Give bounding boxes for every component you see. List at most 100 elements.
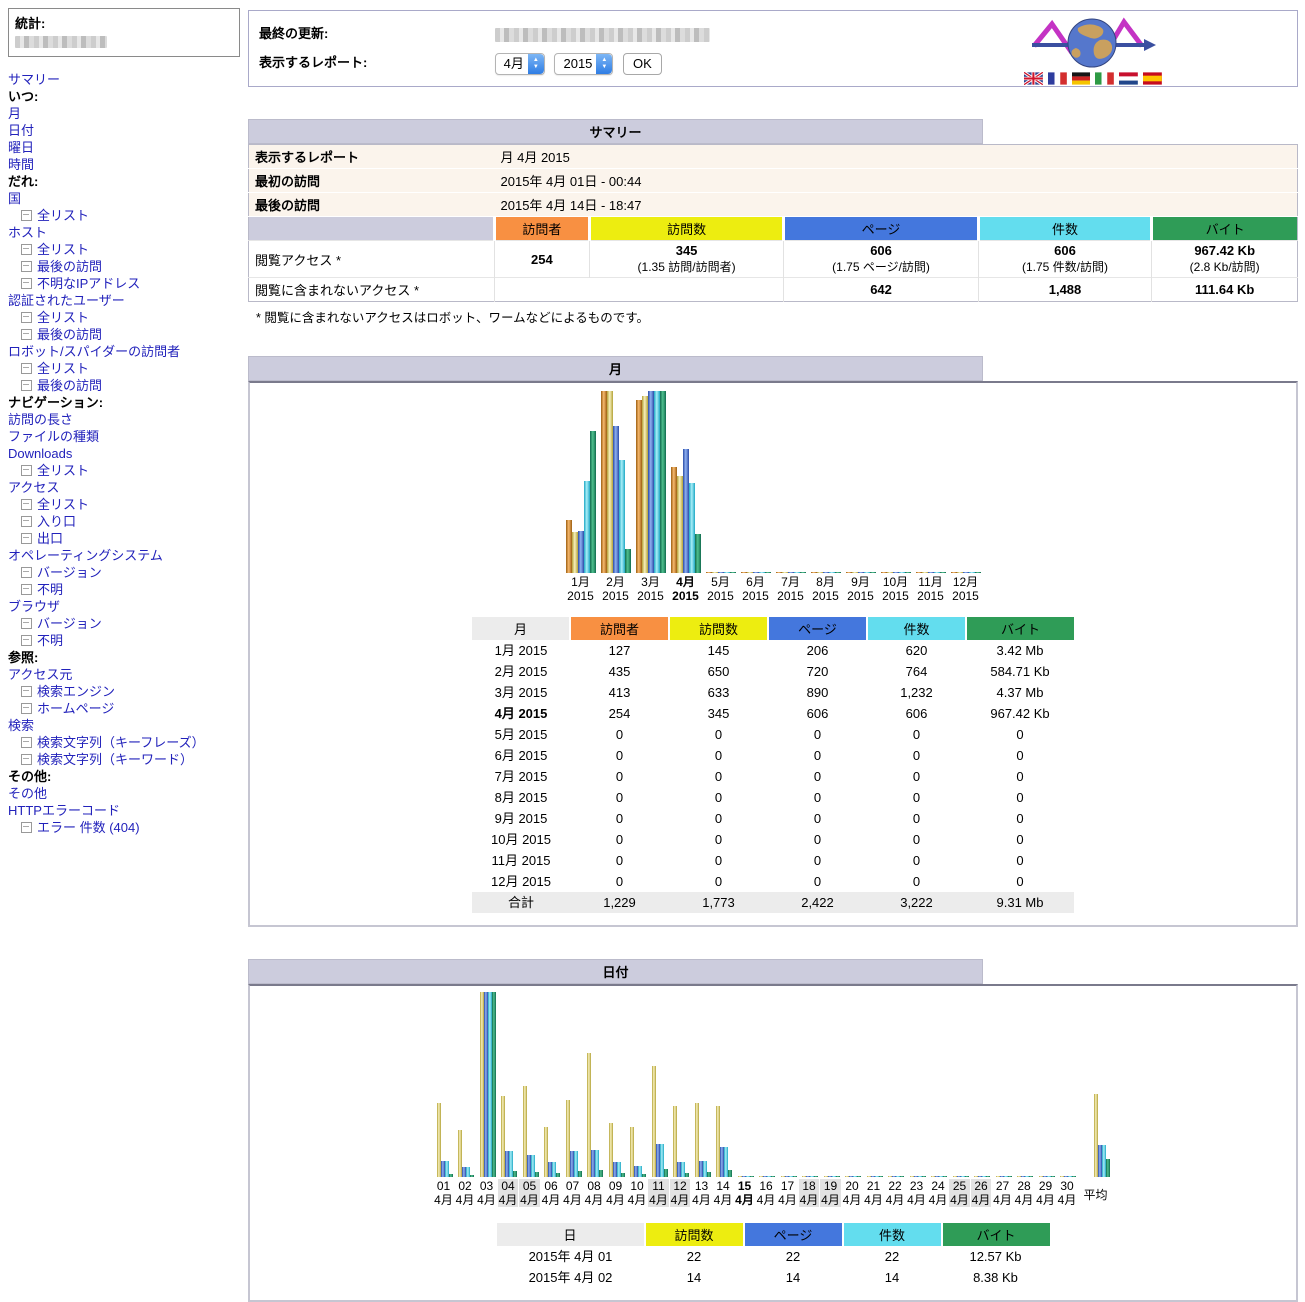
table-cell: 0 [867, 766, 966, 787]
sidebar-link[interactable]: エラー 件数 (404) [37, 820, 140, 835]
list-square-icon [21, 516, 32, 527]
bar-bytes [590, 431, 596, 573]
summary-table: 表示するレポート月 4月 2015最初の訪問2015年 4月 01日 - 00:… [248, 144, 1298, 302]
day-box: 014月024月034月044月054月064月074月084月094月104月… [248, 984, 1298, 1302]
awstats-logo[interactable] [1030, 14, 1162, 74]
daily-labels-row: 014月024月034月044月054月064月074月084月094月104月… [250, 1179, 1296, 1207]
table-cell: 0 [966, 766, 1074, 787]
sidebar-link[interactable]: ロボット/スパイダーの訪問者 [8, 344, 180, 359]
flag-spain-icon[interactable] [1143, 72, 1162, 85]
table-cell: 11月 2015 [472, 850, 570, 871]
last-update-row: 最終の更新: [259, 23, 710, 42]
sidebar-link[interactable]: アクセス元 [8, 667, 72, 682]
table-cell: 0 [570, 766, 669, 787]
monthly-bars-row [250, 391, 1296, 573]
sidebar-link[interactable]: 検索文字列（キーワード） [37, 752, 193, 767]
sidebar-link[interactable]: 国 [8, 191, 21, 206]
axis-label-text: 114月 [648, 1179, 669, 1207]
sidebar-link[interactable]: 出口 [37, 531, 63, 546]
statistics-box: 統計: [8, 8, 240, 57]
sidebar-link[interactable]: オペレーティングシステム [8, 548, 163, 563]
table-header-row: 月訪問者訪問数ページ件数バイト [472, 617, 1074, 640]
sidebar-link[interactable]: 訪問の長さ [8, 412, 73, 427]
bar-group [778, 992, 800, 1177]
ok-button[interactable]: OK [623, 53, 662, 75]
sidebar-link[interactable]: Downloads [8, 446, 72, 461]
sidebar-link[interactable]: 日付 [8, 123, 34, 138]
table-cell: 0 [669, 829, 768, 850]
sidebar-link[interactable]: 入り口 [37, 514, 76, 529]
table-cell: 0 [768, 787, 867, 808]
axis-label: 234月 [906, 1179, 928, 1207]
year-select[interactable]: 2015 ▲▼ [554, 53, 613, 75]
bar-group [885, 992, 907, 1177]
summary-value-main: 642 [790, 282, 971, 297]
sidebar-link[interactable]: サマリー [8, 72, 60, 87]
table-cell: 0 [867, 871, 966, 892]
list-square-icon [21, 261, 32, 272]
axis-label: 054月 [519, 1179, 541, 1207]
sidebar-link[interactable]: ブラウザ [8, 599, 60, 614]
sidebar-link[interactable]: 全リスト [37, 361, 89, 376]
sidebar-link[interactable]: その他 [8, 786, 47, 801]
menu-item-row: 不明なIPアドレス [8, 275, 242, 292]
flag-netherlands-icon[interactable] [1119, 72, 1138, 85]
table-cell: 2015年 4月 01 [497, 1246, 645, 1267]
table-cell: 0 [669, 787, 768, 808]
sidebar-link[interactable]: 最後の訪問 [37, 327, 102, 342]
bar-bytes [836, 1176, 840, 1177]
summary-value-cell: 606(1.75 件数/訪問) [978, 241, 1152, 278]
month-select[interactable]: 4月 ▲▼ [495, 53, 545, 75]
flag-italy-icon[interactable] [1095, 72, 1114, 85]
sidebar-link[interactable]: 全リスト [37, 242, 89, 257]
flag-france-icon[interactable] [1048, 72, 1067, 85]
bar-group [455, 992, 477, 1177]
sidebar-link[interactable]: 曜日 [8, 140, 34, 155]
flag-germany-icon[interactable] [1072, 72, 1091, 85]
table-row: 7月 201500000 [472, 766, 1074, 787]
table-cell: 0 [570, 850, 669, 871]
sidebar-link[interactable]: 時間 [8, 157, 34, 172]
sidebar-link[interactable]: 認証されたユーザー [8, 293, 125, 308]
sidebar-link[interactable]: アクセス [8, 480, 59, 495]
sidebar-link[interactable]: 最後の訪問 [37, 259, 102, 274]
table-cell: 2月 2015 [472, 661, 570, 682]
sidebar-link[interactable]: 全リスト [37, 463, 89, 478]
sidebar-link[interactable]: 不明なIPアドレス [37, 276, 140, 291]
flag-uk-icon[interactable] [1024, 72, 1043, 85]
bar-bytes [513, 1171, 517, 1177]
sidebar-link[interactable]: ファイルの種類 [8, 429, 99, 444]
sidebar-link[interactable]: 検索文字列（キーフレーズ） [37, 735, 205, 750]
sidebar-link[interactable]: 不明 [37, 633, 63, 648]
sidebar-link[interactable]: 検索 [8, 718, 34, 733]
menu-item-row: バージョン [8, 564, 242, 581]
list-square-icon [21, 380, 32, 391]
menu-item-row: 最後の訪問 [8, 258, 242, 275]
sidebar-link[interactable]: 不明 [37, 582, 63, 597]
axis-label: 084月 [583, 1179, 605, 1207]
sidebar-link[interactable]: バージョン [37, 565, 102, 580]
sidebar-link[interactable]: 全リスト [37, 310, 89, 325]
summary-col-header: 訪問者 [495, 217, 590, 241]
table-cell: 0 [570, 808, 669, 829]
menu-item-row: アクセス [8, 479, 242, 496]
bar-bytes [750, 1176, 754, 1177]
menu-item-row: 出口 [8, 530, 242, 547]
sidebar-link[interactable]: ホームページ [37, 701, 114, 716]
sidebar-link[interactable]: 全リスト [37, 208, 89, 223]
summary-header-spacer [249, 217, 495, 241]
table-cell: 14 [843, 1267, 942, 1288]
axis-label: 平均 [1078, 1188, 1114, 1207]
monthly-bar-chart: 1月20152月20153月20154月20155月20156月20157月20… [250, 383, 1296, 603]
sidebar-link[interactable]: バージョン [37, 616, 102, 631]
table-cell: 764 [867, 661, 966, 682]
table-header-row: 日訪問数ページ件数バイト [497, 1223, 1050, 1246]
sidebar-link[interactable]: 最後の訪問 [37, 378, 102, 393]
sidebar-link[interactable]: ホスト [8, 225, 47, 240]
sidebar-link[interactable]: 検索エンジン [37, 684, 115, 699]
bar-group [713, 992, 735, 1177]
sidebar-link[interactable]: 月 [8, 106, 21, 121]
sidebar-link[interactable]: HTTPエラーコード [8, 803, 120, 818]
sidebar-link[interactable]: 全リスト [37, 497, 89, 512]
menu-item-row: バージョン [8, 615, 242, 632]
